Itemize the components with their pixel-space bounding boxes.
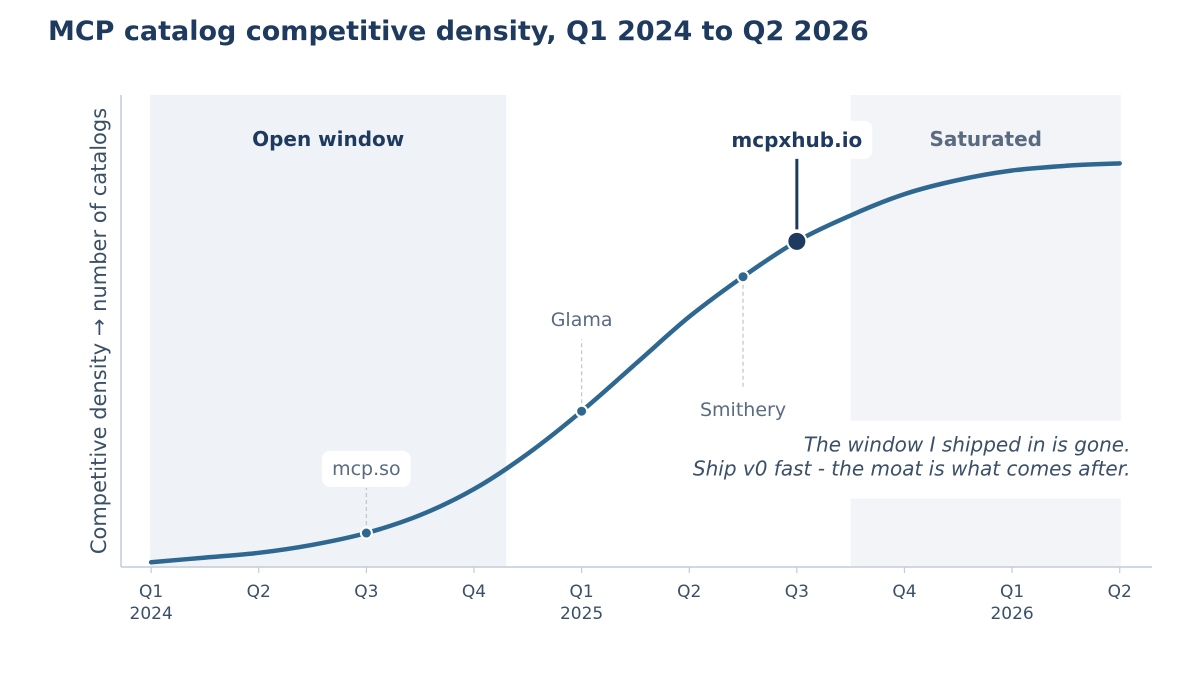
marker-point-glama: [575, 404, 589, 418]
annotation-line-1: The window I shipped in is gone.: [804, 432, 1131, 456]
marker-label-mcp-so: mcp.so: [332, 458, 401, 480]
region-saturated-lower: [850, 498, 1121, 567]
x-tick-label: Q2: [1108, 582, 1132, 602]
region-saturated-upper: [850, 95, 1121, 421]
y-axis-label: Competitive density → number of catalogs: [87, 108, 111, 554]
x-tick-label: Q4: [462, 582, 486, 602]
x-tick-year-label: 2026: [990, 604, 1033, 624]
region-label-saturated: Saturated: [929, 127, 1042, 151]
marker-point-mcp-so: [359, 526, 373, 540]
x-tick-label: Q3: [354, 582, 378, 602]
annotation-line-2: Ship v0 fast - the moat is what comes af…: [693, 456, 1131, 480]
x-tick-year-label: 2024: [130, 604, 173, 624]
region-open-window: [150, 95, 507, 567]
x-tick-label: Q3: [785, 582, 809, 602]
marker-label-smithery: Smithery: [700, 399, 786, 421]
marker-label-box-mcpxhub-io: [721, 120, 873, 159]
x-tick-label: Q1: [139, 582, 163, 602]
x-tick-label: Q1: [1000, 582, 1024, 602]
region-label-open-window: Open window: [252, 127, 404, 151]
x-tick-label: Q4: [892, 582, 916, 602]
x-tick-label: Q2: [677, 582, 701, 602]
chart-title: MCP catalog competitive density, Q1 2024…: [48, 16, 869, 47]
x-tick-label: Q1: [570, 582, 594, 602]
x-tick-label: Q2: [247, 582, 271, 602]
marker-label-box-mcp-so: [322, 450, 411, 487]
marker-point-mcpxhub-io: [786, 230, 808, 252]
marker-label-glama: Glama: [551, 309, 613, 331]
marker-point-smithery: [736, 270, 750, 284]
x-tick-year-label: 2025: [560, 604, 603, 624]
marker-label-mcpxhub-io: mcpxhub.io: [731, 128, 862, 152]
density-series-line: [148, 161, 1122, 565]
